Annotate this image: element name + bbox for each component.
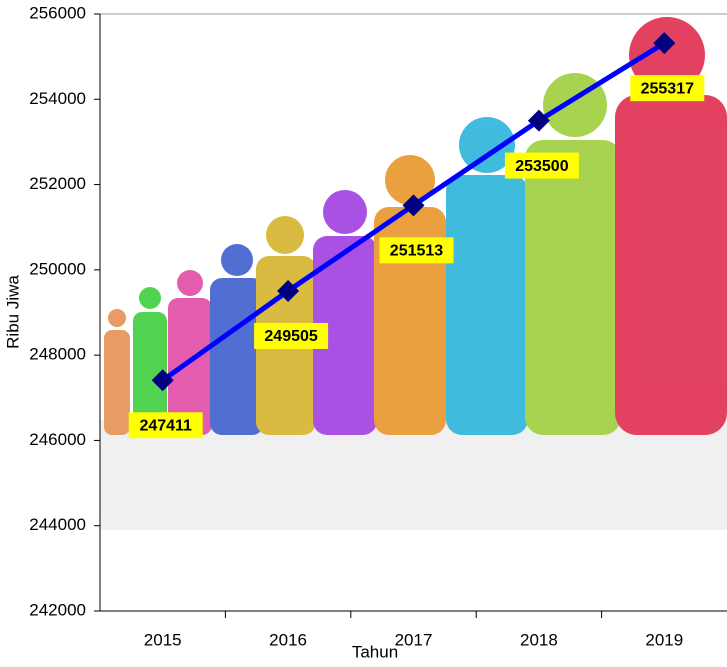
data-label: 247411 <box>128 412 203 439</box>
y-tick-label: 252000 <box>29 174 86 193</box>
data-label-text: 251513 <box>390 243 443 260</box>
marker <box>151 369 174 392</box>
data-label-bg <box>128 412 203 439</box>
x-tick-label: 2016 <box>269 630 307 649</box>
marker <box>277 279 300 302</box>
data-label-text: 249505 <box>264 328 317 345</box>
y-tick-label: 244000 <box>29 515 86 534</box>
x-tick-label: 2015 <box>144 630 182 649</box>
marker <box>653 32 676 55</box>
y-tick-label: 246000 <box>29 430 86 449</box>
data-label-bg <box>254 322 329 349</box>
data-label-bg <box>504 152 579 179</box>
x-tick-label: 2017 <box>395 630 433 649</box>
x-tick-label: 2018 <box>520 630 558 649</box>
y-tick-label: 254000 <box>29 89 86 108</box>
data-label: 249505 <box>254 322 329 349</box>
marker <box>527 109 550 132</box>
data-label-bg <box>379 237 454 264</box>
data-label-text: 247411 <box>139 417 192 434</box>
background-figures <box>100 17 727 530</box>
data-label: 255317 <box>630 75 705 102</box>
y-tick-label: 242000 <box>29 600 86 619</box>
y-tick-label: 256000 <box>29 3 86 22</box>
x-tick-label: 2019 <box>645 630 683 649</box>
y-axis-label: Ribu Jiwa <box>3 275 22 349</box>
data-label-bg <box>630 75 705 102</box>
data-label: 251513 <box>379 237 454 264</box>
y-tick-label: 248000 <box>29 345 86 364</box>
data-label-text: 255317 <box>641 80 694 97</box>
x-axis-label: Tahun <box>352 642 398 661</box>
y-tick-label: 250000 <box>29 259 86 278</box>
data-label: 253500 <box>504 152 579 179</box>
data-label-text: 253500 <box>515 158 568 175</box>
marker <box>402 194 425 217</box>
